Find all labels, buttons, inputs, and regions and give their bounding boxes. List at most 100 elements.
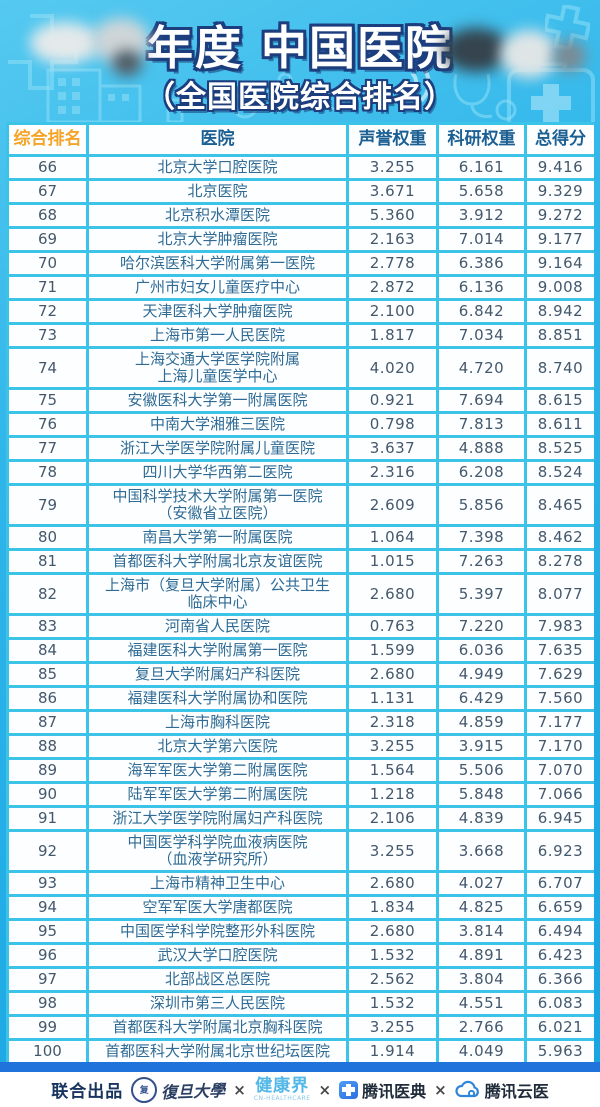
hospital-cell: 中国医学科学院血液病医院 （血液学研究所） — [86, 829, 349, 873]
reputation-score-cell: 1.914 — [346, 1038, 439, 1063]
rank-cell: 85 — [6, 661, 89, 688]
total-score-cell: 8.851 — [524, 322, 594, 349]
hospital-cell: 上海市精神卫生中心 — [86, 870, 349, 897]
reputation-score-cell: 2.680 — [346, 661, 439, 688]
total-score-cell: 6.423 — [524, 942, 594, 969]
ranking-table-zone: 综合排名 医院 声誉权重 科研权重 总得分 66 北京大学口腔医院 3.255 … — [6, 122, 594, 1063]
table-row: 90 陆军军医大学第二附属医院 1.218 5.848 7.066 — [6, 781, 594, 808]
table-row: 66 北京大学口腔医院 3.255 6.161 9.416 — [6, 154, 594, 181]
research-score-cell: 7.398 — [436, 524, 527, 551]
total-score-cell: 6.707 — [524, 870, 594, 897]
rank-cell: 75 — [6, 387, 89, 414]
total-score-cell: 8.077 — [524, 572, 594, 616]
reputation-score-cell: 2.680 — [346, 870, 439, 897]
hospital-cell: 上海市胸科医院 — [86, 709, 349, 736]
research-score-cell: 3.912 — [436, 202, 527, 229]
table-row: 79 中国科学技术大学附属第一医院 （安徽省立医院） 2.609 5.856 8… — [6, 483, 594, 527]
research-score-cell: 4.825 — [436, 894, 527, 921]
reputation-score-cell: 2.872 — [346, 274, 439, 301]
rank-cell: 93 — [6, 870, 89, 897]
rank-cell: 73 — [6, 322, 89, 349]
total-score-cell: 8.465 — [524, 483, 594, 527]
hospital-cell: 中国科学技术大学附属第一医院 （安徽省立医院） — [86, 483, 349, 527]
hospital-cell: 浙江大学医学院附属儿童医院 — [86, 435, 349, 462]
table-row: 71 广州市妇女儿童医疗中心 2.872 6.136 9.008 — [6, 274, 594, 301]
hospital-cell: 中南大学湘雅三医院 — [86, 411, 349, 438]
censor-blob — [112, 50, 142, 76]
research-score-cell: 4.891 — [436, 942, 527, 969]
rank-cell: 89 — [6, 757, 89, 784]
total-score-cell: 8.615 — [524, 387, 594, 414]
research-score-cell: 5.658 — [436, 178, 527, 205]
reputation-score-cell: 1.131 — [346, 685, 439, 712]
research-score-cell: 7.220 — [436, 613, 527, 640]
hospital-cell: 北京积水潭医院 — [86, 202, 349, 229]
rank-cell: 97 — [6, 966, 89, 993]
hospital-cell: 上海市（复旦大学附属）公共卫生 临床中心 — [86, 572, 349, 616]
fudan-script-text: 復旦大學 — [160, 1080, 226, 1102]
table-row: 76 中南大学湘雅三医院 0.798 7.813 8.611 — [6, 411, 594, 438]
total-score-cell: 7.560 — [524, 685, 594, 712]
table-row: 83 河南省人民医院 0.763 7.220 7.983 — [6, 613, 594, 640]
censor-blob — [443, 28, 509, 72]
rank-cell: 94 — [6, 894, 89, 921]
total-score-cell: 6.366 — [524, 966, 594, 993]
table-body: 66 北京大学口腔医院 3.255 6.161 9.416 67 北京医院 3.… — [6, 154, 594, 1063]
signal-arcs-icon — [410, 61, 431, 105]
rank-cell: 77 — [6, 435, 89, 462]
rank-cell: 87 — [6, 709, 89, 736]
separator-x: × — [233, 1080, 246, 1099]
total-score-cell: 8.611 — [524, 411, 594, 438]
table-row: 77 浙江大学医学院附属儿童医院 3.637 4.888 8.525 — [6, 435, 594, 462]
hospital-cell: 空军军医大学唐都医院 — [86, 894, 349, 921]
poster-title: 年度 中国医院 — [146, 21, 453, 75]
reputation-score-cell: 2.316 — [346, 459, 439, 486]
hospital-cell: 首都医科大学附属北京友谊医院 — [86, 548, 349, 575]
total-score-cell: 7.170 — [524, 733, 594, 760]
research-score-cell: 6.208 — [436, 459, 527, 486]
table-row: 100 首都医科大学附属北京世纪坛医院 1.914 4.049 5.963 — [6, 1038, 594, 1063]
hospital-cell: 四川大学华西第二医院 — [86, 459, 349, 486]
hospital-cell: 广州市妇女儿童医疗中心 — [86, 274, 349, 301]
research-score-cell: 4.859 — [436, 709, 527, 736]
molecule-icon — [231, 72, 376, 119]
research-score-cell: 6.161 — [436, 154, 527, 181]
research-score-cell: 6.136 — [436, 274, 527, 301]
reputation-score-cell: 1.564 — [346, 757, 439, 784]
rank-cell: 86 — [6, 685, 89, 712]
reputation-score-cell: 0.921 — [346, 387, 439, 414]
rank-cell: 66 — [6, 154, 89, 181]
hospital-cell: 北部战区总医院 — [86, 966, 349, 993]
research-score-cell: 4.839 — [436, 805, 527, 832]
research-score-cell: 7.694 — [436, 387, 527, 414]
table-row: 80 南昌大学第一附属医院 1.064 7.398 8.462 — [6, 524, 594, 551]
research-score-cell: 6.386 — [436, 250, 527, 277]
research-score-cell: 5.856 — [436, 483, 527, 527]
rank-cell: 80 — [6, 524, 89, 551]
total-score-cell: 8.524 — [524, 459, 594, 486]
total-score-cell: 6.083 — [524, 990, 594, 1017]
hospital-cell: 福建医科大学附属协和医院 — [86, 685, 349, 712]
table-row: 72 天津医科大学肿瘤医院 2.100 6.842 8.942 — [6, 298, 594, 325]
research-score-cell: 4.027 — [436, 870, 527, 897]
reputation-score-cell: 1.834 — [346, 894, 439, 921]
hospital-cell: 北京大学第六医院 — [86, 733, 349, 760]
column-header-rank: 综合排名 — [6, 122, 89, 157]
reputation-score-cell: 2.680 — [346, 918, 439, 945]
footer-partners: 联合出品 复 復旦大學 × 健康界 CN-HEALTHCARE × 腾讯医典 ×… — [0, 1072, 600, 1107]
rank-cell: 68 — [6, 202, 89, 229]
hospital-cell: 首都医科大学附属北京世纪坛医院 — [86, 1038, 349, 1063]
co-production-label: 联合出品 — [51, 1082, 124, 1102]
hospital-cell: 首都医科大学附属北京胸科医院 — [86, 1014, 349, 1041]
hospital-cell: 北京大学肿瘤医院 — [86, 226, 349, 253]
table-row: 95 中国医学科学院整形外科医院 2.680 3.814 6.494 — [6, 918, 594, 945]
hospital-cell: 上海市第一人民医院 — [86, 322, 349, 349]
column-header-total: 总得分 — [524, 122, 594, 157]
total-score-cell: 6.659 — [524, 894, 594, 921]
research-score-cell: 2.766 — [436, 1014, 527, 1041]
tencent-yunyi-logo: 腾讯云医 — [455, 1078, 549, 1102]
total-score-cell: 6.923 — [524, 829, 594, 873]
total-score-cell: 7.635 — [524, 637, 594, 664]
hospital-cell: 海军军医大学第二附属医院 — [86, 757, 349, 784]
reputation-score-cell: 1.015 — [346, 548, 439, 575]
